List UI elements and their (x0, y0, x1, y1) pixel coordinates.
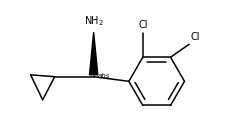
Text: Cl: Cl (191, 32, 200, 42)
Polygon shape (90, 32, 98, 75)
Text: abs: abs (97, 73, 110, 79)
Text: NH$_2$: NH$_2$ (84, 14, 104, 28)
Text: Cl: Cl (138, 20, 147, 30)
